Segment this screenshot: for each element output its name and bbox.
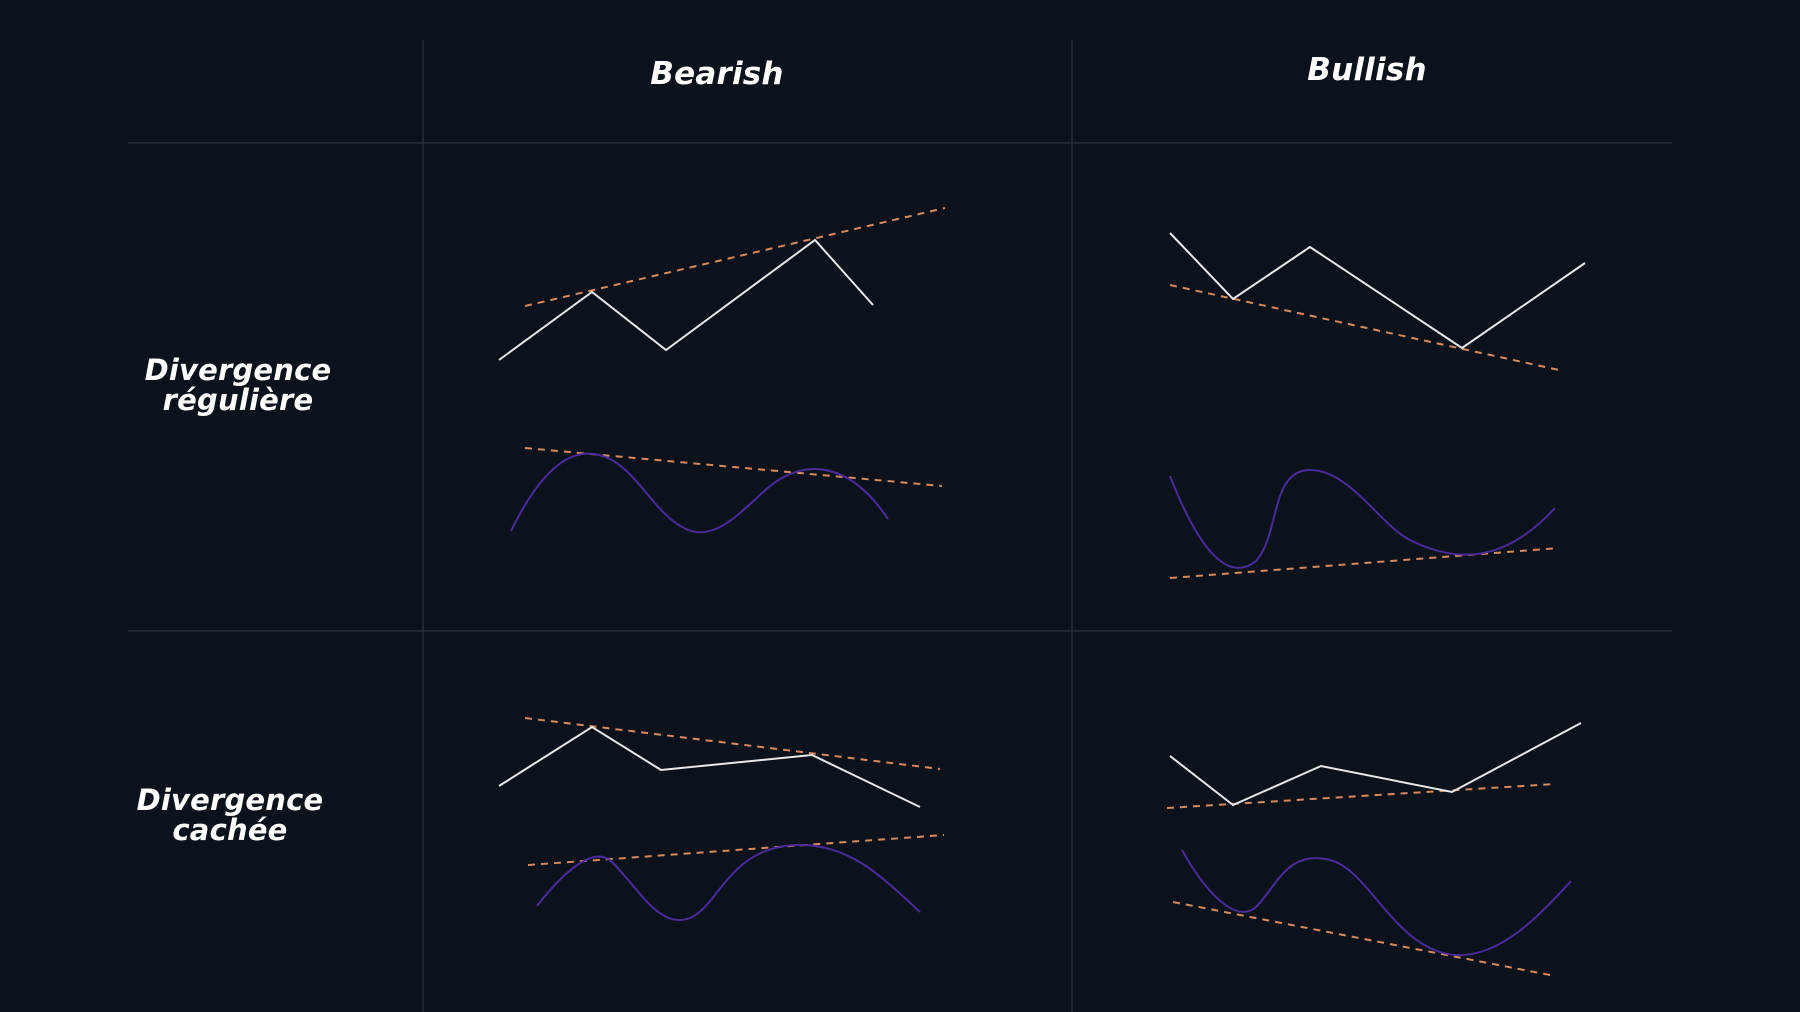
panel-regular-bearish (498, 207, 946, 534)
panel-regular-bullish (1169, 232, 1586, 579)
row-heading-hidden-divergence: Divergence cachée (100, 785, 360, 846)
price-trendline (1166, 783, 1556, 809)
oscillator-trendline (527, 834, 945, 866)
oscillator-line (1169, 468, 1556, 569)
oscillator-line (536, 843, 921, 922)
row-heading-regular-divergence: Divergence régulière (108, 355, 368, 416)
row-heading-regular-line1: Divergence (144, 353, 332, 387)
price-line (1169, 232, 1586, 350)
oscillator-trendline (1172, 901, 1556, 977)
price-trendline (524, 207, 946, 307)
grid-lines (128, 40, 1672, 1012)
column-heading-bearish: Bearish (650, 56, 784, 92)
panel-hidden-bullish (1166, 722, 1582, 977)
oscillator-trendline (1169, 547, 1560, 579)
row-heading-hidden-line2: cachée (172, 813, 288, 848)
price-trendline (524, 717, 941, 770)
row-heading-hidden-line1: Divergence (136, 783, 324, 817)
column-heading-bullish: Bullish (1307, 52, 1427, 88)
price-trendline (1169, 284, 1560, 371)
oscillator-line (1181, 849, 1572, 957)
price-line (498, 725, 921, 808)
price-line (498, 238, 874, 361)
price-line (1169, 722, 1582, 807)
oscillator-line (510, 452, 889, 534)
panel-hidden-bearish (498, 717, 945, 922)
row-heading-regular-line2: régulière (162, 383, 314, 418)
